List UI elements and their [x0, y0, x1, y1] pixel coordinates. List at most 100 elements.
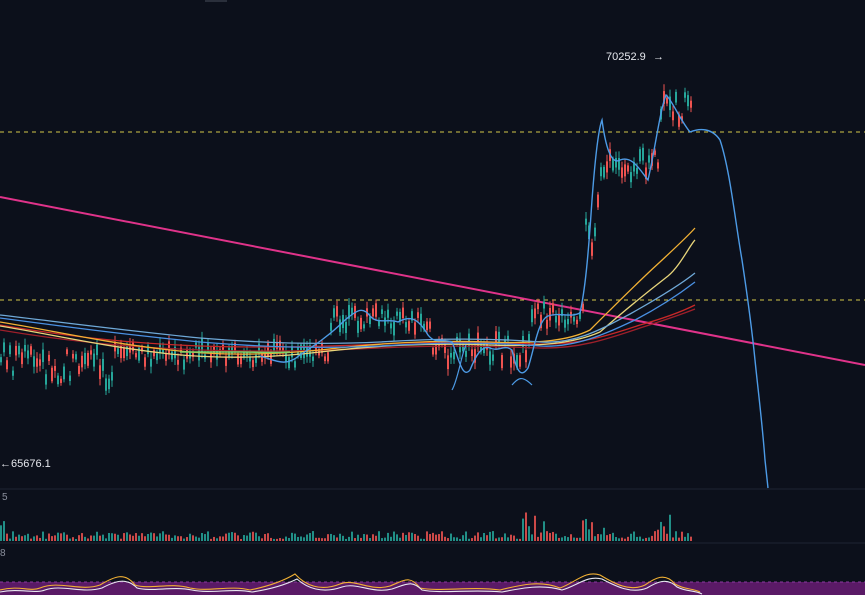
candle-body — [375, 303, 377, 317]
candle-body — [576, 319, 578, 324]
candle-body — [402, 307, 404, 319]
volume-bar — [405, 534, 407, 541]
candle-body — [75, 354, 77, 360]
volume-bar — [330, 533, 332, 541]
candle-body — [225, 356, 227, 366]
ema-slow-line-2[interactable] — [0, 308, 696, 352]
volume-bar — [264, 534, 266, 541]
volume-bar — [474, 535, 476, 541]
candle-body — [390, 323, 392, 329]
candle-body — [15, 345, 17, 356]
candle-body — [414, 322, 416, 335]
candle-body — [279, 340, 281, 351]
candle-body — [258, 343, 260, 354]
volume-bar — [615, 537, 617, 541]
candle-body — [363, 324, 365, 329]
volume-bar — [6, 533, 8, 541]
volume-bars — [0, 512, 692, 541]
ema-blue-line[interactable] — [0, 272, 696, 345]
volume-bar — [387, 532, 389, 541]
ema-mid-line[interactable] — [0, 239, 696, 358]
volume-bar — [192, 535, 194, 541]
volume-bar — [327, 534, 329, 541]
volume-bar — [438, 534, 440, 541]
volume-bar — [12, 531, 14, 541]
candle-body — [582, 303, 584, 311]
volume-bar — [516, 538, 518, 541]
volume-bar — [564, 536, 566, 541]
ema-fast-line[interactable] — [0, 227, 696, 355]
candle-body — [264, 353, 266, 358]
candle-body — [348, 305, 350, 319]
volume-bar — [189, 533, 191, 541]
volume-bar — [291, 532, 293, 541]
price-pane[interactable] — [0, 0, 865, 488]
volume-bar — [441, 531, 443, 541]
candle-body — [333, 308, 335, 318]
volume-bar — [114, 533, 116, 541]
low-price-label: 65676.1 — [11, 458, 51, 470]
volume-bar — [684, 536, 686, 541]
price-track-line[interactable] — [259, 93, 769, 489]
trend-line[interactable] — [0, 196, 865, 366]
candle-body — [447, 355, 449, 370]
volume-bar — [354, 538, 356, 541]
volume-bar — [384, 537, 386, 541]
candle-body — [480, 342, 482, 352]
candle-body — [435, 345, 437, 355]
candle-body — [426, 321, 428, 331]
candle-body — [399, 311, 401, 322]
volume-bar — [342, 535, 344, 541]
volume-bar — [507, 537, 509, 541]
volume-bar — [294, 533, 296, 541]
volume-bar — [636, 536, 638, 541]
candle-body — [174, 346, 176, 359]
volume-bar — [447, 538, 449, 541]
volume-bar — [561, 537, 563, 541]
candle-body — [453, 351, 455, 360]
volume-bar — [174, 535, 176, 541]
volume-bar — [231, 532, 233, 541]
candle-body — [429, 321, 431, 329]
candle-body — [294, 361, 296, 368]
volume-bar — [267, 533, 269, 541]
ema-blue-line-2[interactable] — [0, 281, 696, 349]
volume-bar — [399, 537, 401, 541]
volume-bar — [243, 535, 245, 541]
candle-body — [339, 319, 341, 333]
volume-bar — [585, 518, 587, 541]
candle-body — [636, 167, 638, 174]
volume-bar — [543, 521, 545, 541]
volume-bar — [648, 537, 650, 541]
candle-body — [648, 155, 650, 163]
toolbar-remnant — [205, 0, 227, 2]
candle-body — [198, 346, 200, 361]
candle-body — [138, 347, 140, 361]
volume-bar — [168, 534, 170, 541]
volume-bar — [519, 538, 521, 541]
price-track-left[interactable] — [451, 344, 533, 391]
volume-bar — [186, 537, 188, 541]
volume-bar — [15, 536, 17, 541]
volume-bar — [396, 534, 398, 541]
candle-body — [360, 317, 362, 330]
candle-body — [240, 356, 242, 365]
volume-bar — [141, 533, 143, 541]
volume-bar — [351, 531, 353, 541]
volume-bar — [75, 538, 77, 541]
candle-body — [252, 360, 254, 368]
candle-body — [72, 353, 74, 359]
volume-bar — [369, 538, 371, 541]
candle-body — [3, 342, 5, 353]
volume-bar — [120, 538, 122, 541]
volume-bar — [60, 533, 62, 541]
candle-body — [567, 318, 569, 325]
volume-bar — [225, 533, 227, 541]
volume-bar — [84, 536, 86, 541]
candle-body — [444, 344, 446, 353]
volume-bar — [102, 534, 104, 541]
candle-body — [603, 166, 605, 178]
candle-body — [180, 347, 182, 353]
